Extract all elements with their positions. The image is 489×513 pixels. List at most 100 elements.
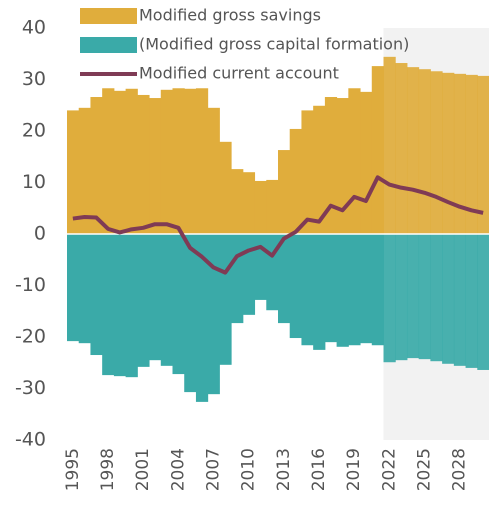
x-tick-label: 2022 [379, 448, 399, 491]
bar [301, 110, 314, 234]
bar [301, 234, 314, 346]
legend-label: (Modified gross capital formation) [139, 35, 409, 54]
bar [242, 172, 256, 234]
bar [67, 234, 80, 342]
bar [324, 234, 338, 343]
bar [430, 71, 443, 234]
bar [289, 234, 302, 339]
legend-swatch [80, 37, 137, 53]
bar [430, 234, 443, 362]
y-tick-label: -30 [15, 377, 46, 399]
bar [231, 169, 244, 234]
y-tick-label: -20 [15, 326, 46, 348]
x-tick-label: 2025 [415, 448, 435, 491]
bar [207, 107, 220, 234]
bar [90, 234, 103, 356]
bar [348, 88, 361, 234]
y-tick-label: 0 [34, 223, 46, 245]
x-tick-label: 1995 [63, 448, 83, 491]
bar [395, 63, 408, 234]
bar [278, 150, 291, 234]
bar [453, 234, 467, 366]
bar [360, 234, 373, 344]
bar [195, 88, 209, 234]
bar [78, 107, 91, 234]
bar [406, 67, 420, 234]
bar [219, 141, 232, 234]
bar [360, 91, 373, 234]
bar [102, 234, 115, 376]
bar [242, 234, 256, 315]
x-tick-label: 1998 [98, 448, 118, 491]
bar [160, 234, 173, 366]
x-tick-label: 2001 [133, 448, 153, 491]
bar [313, 105, 326, 234]
bar [336, 234, 349, 347]
bar [125, 234, 138, 378]
bar [395, 234, 408, 361]
bar [231, 234, 244, 324]
legend-swatch [80, 8, 137, 24]
legend-label: Modified gross savings [139, 6, 321, 25]
bar [254, 234, 267, 300]
bar [465, 234, 478, 368]
bar [113, 234, 127, 377]
bar [219, 234, 232, 365]
bar [67, 110, 80, 234]
x-tick-label: 2019 [344, 448, 364, 491]
y-tick-label: 40 [22, 17, 46, 39]
bar [383, 56, 396, 235]
bar [313, 234, 326, 350]
bar [160, 89, 173, 234]
bar [184, 234, 197, 393]
y-tick-label: -40 [15, 429, 46, 451]
bar [442, 234, 455, 364]
x-tick-label: 2010 [239, 448, 259, 491]
bar [348, 234, 361, 346]
x-tick-label: 2016 [309, 448, 329, 491]
y-tick-label: -10 [15, 274, 46, 296]
bar [90, 97, 103, 234]
bar [266, 179, 279, 234]
bar [453, 73, 467, 235]
legend-label: Modified current account [139, 64, 339, 83]
bar [125, 88, 138, 235]
bar [477, 75, 489, 235]
bar [442, 72, 455, 235]
bar [324, 97, 338, 234]
x-tick-label: 2013 [274, 448, 294, 491]
line [72, 175, 484, 275]
bar [137, 234, 150, 367]
bar [149, 98, 162, 234]
bar [102, 88, 115, 234]
bar [418, 69, 431, 234]
bar [418, 234, 431, 360]
bar [266, 234, 279, 311]
bar [254, 180, 267, 234]
bar [289, 128, 302, 234]
y-tick-label: 20 [22, 120, 46, 142]
bar [137, 94, 150, 234]
bar [383, 234, 396, 363]
y-tick-label: 10 [22, 171, 46, 193]
bar [149, 234, 162, 361]
bar [184, 88, 197, 235]
x-tick-label: 2004 [168, 448, 188, 491]
bar [172, 234, 185, 375]
bar [371, 234, 384, 346]
bar [371, 66, 384, 234]
bar [477, 234, 489, 370]
bar [172, 88, 185, 234]
y-tick-label: 30 [22, 68, 46, 90]
bar [78, 234, 91, 344]
x-tick-label: 2007 [204, 448, 224, 491]
bar [465, 74, 478, 235]
x-tick-label: 2028 [450, 448, 470, 491]
bar [207, 234, 220, 395]
bar [336, 98, 349, 234]
bar [278, 234, 291, 324]
bar [406, 234, 420, 359]
bar [195, 234, 209, 402]
bar [113, 90, 127, 234]
